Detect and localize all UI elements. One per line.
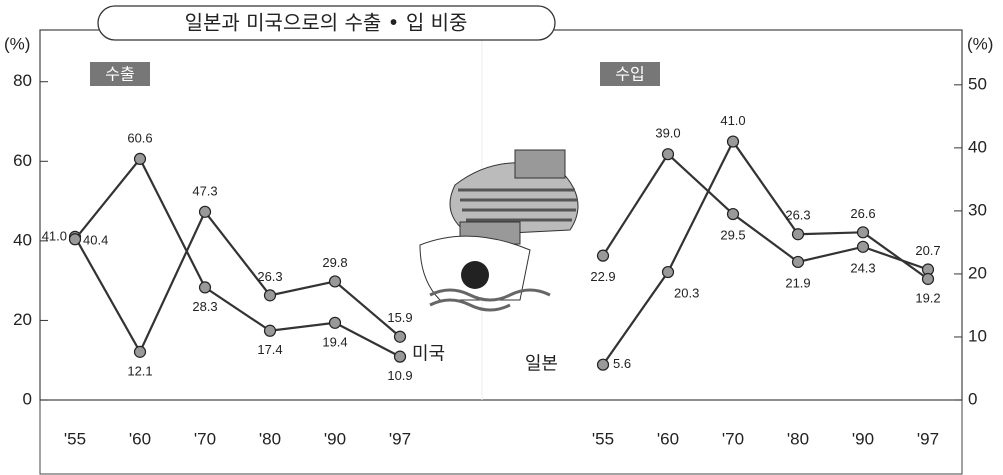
value-label: 40.4 <box>83 233 108 248</box>
x-tick-label: '70 <box>194 429 216 448</box>
x-tick-label: '80 <box>787 429 809 448</box>
point <box>198 281 212 294</box>
y-tick-label: 20 <box>13 310 32 329</box>
x-tick-label: '90 <box>852 429 874 448</box>
point <box>393 330 407 343</box>
point <box>68 233 82 246</box>
value-label: 22.9 <box>590 269 615 284</box>
waves <box>429 288 551 312</box>
y-tick-label: 0 <box>23 389 32 408</box>
x-tick-label: '97 <box>917 429 939 448</box>
x-tick-label: '90 <box>324 429 346 448</box>
point <box>726 207 740 221</box>
point <box>856 240 870 253</box>
series-name-label: 일본 <box>525 354 558 375</box>
point <box>393 350 407 363</box>
panel-label: 수입 <box>615 65 644 84</box>
value-label: 47.3 <box>192 183 217 198</box>
series-line <box>602 139 929 366</box>
point <box>133 152 147 166</box>
value-label: 29.8 <box>322 255 347 270</box>
value-label: 41.0 <box>720 113 745 128</box>
point <box>133 345 147 358</box>
cargo <box>514 149 566 179</box>
value-label: 19.4 <box>322 334 347 349</box>
value-label: 15.9 <box>387 310 412 325</box>
panel-label-box <box>90 62 150 86</box>
panel-label: 수출 <box>105 65 134 84</box>
series-line <box>602 152 929 271</box>
panel-label-box <box>600 62 660 86</box>
point <box>596 358 610 371</box>
value-label: 20.7 <box>915 243 940 258</box>
point <box>791 228 805 241</box>
value-label: 29.5 <box>720 227 745 242</box>
y-tick-label: 10 <box>968 326 987 345</box>
x-tick-label: '55 <box>592 429 614 448</box>
point <box>856 226 870 239</box>
point <box>328 316 342 329</box>
y-axis-unit: (%) <box>4 34 30 53</box>
value-label: 12.1 <box>127 363 152 378</box>
x-tick-label: '55 <box>64 429 86 448</box>
value-label: 20.3 <box>674 285 699 300</box>
x-tick-label: '97 <box>389 429 411 448</box>
y-tick-label: 40 <box>13 230 32 249</box>
y-tick-label: 20 <box>968 263 987 282</box>
y-tick-label: 40 <box>968 137 987 156</box>
y-tick-label: 80 <box>13 71 32 90</box>
value-label: 28.3 <box>192 299 217 314</box>
title-box <box>97 5 556 41</box>
point <box>726 135 740 148</box>
x-tick-label: '80 <box>259 429 281 448</box>
point <box>661 148 675 161</box>
y-tick-label: 50 <box>968 74 987 93</box>
emblem <box>461 261 489 289</box>
x-tick-label: '70 <box>722 429 744 448</box>
y-tick-label: 0 <box>968 389 977 408</box>
point <box>198 205 212 218</box>
value-label: 26.3 <box>257 269 282 284</box>
point <box>328 275 342 288</box>
value-label: 60.6 <box>127 130 152 145</box>
x-axis-box <box>39 399 963 475</box>
x-tick-label: '60 <box>657 429 679 448</box>
ship-illustration <box>419 149 579 312</box>
value-label: 10.9 <box>387 368 412 383</box>
series-line <box>74 209 401 355</box>
point <box>596 249 610 262</box>
value-label: 17.4 <box>257 342 282 357</box>
value-label: 21.9 <box>785 275 810 290</box>
chart-title: 일본과 미국으로의 수출 • 입 비중 <box>185 11 468 35</box>
point <box>263 289 277 302</box>
y-tick-label: 60 <box>13 151 32 170</box>
value-label: 41.0 <box>42 228 67 243</box>
value-label: 26.3 <box>785 208 810 223</box>
value-label: 19.2 <box>915 290 940 305</box>
flag-stripes <box>458 188 578 222</box>
series-name-label: 미국 <box>412 344 445 365</box>
value-label: 24.3 <box>850 260 875 275</box>
x-tick-label: '60 <box>129 429 151 448</box>
series-line <box>74 156 401 358</box>
point <box>263 324 277 337</box>
value-label: 26.6 <box>850 206 875 221</box>
y-axis-unit: (%) <box>967 34 993 53</box>
value-label: 5.6 <box>613 356 631 371</box>
point <box>661 265 675 279</box>
value-label: 39.0 <box>655 126 680 141</box>
y-tick-label: 30 <box>968 200 987 219</box>
point <box>921 272 935 286</box>
point <box>791 255 805 269</box>
